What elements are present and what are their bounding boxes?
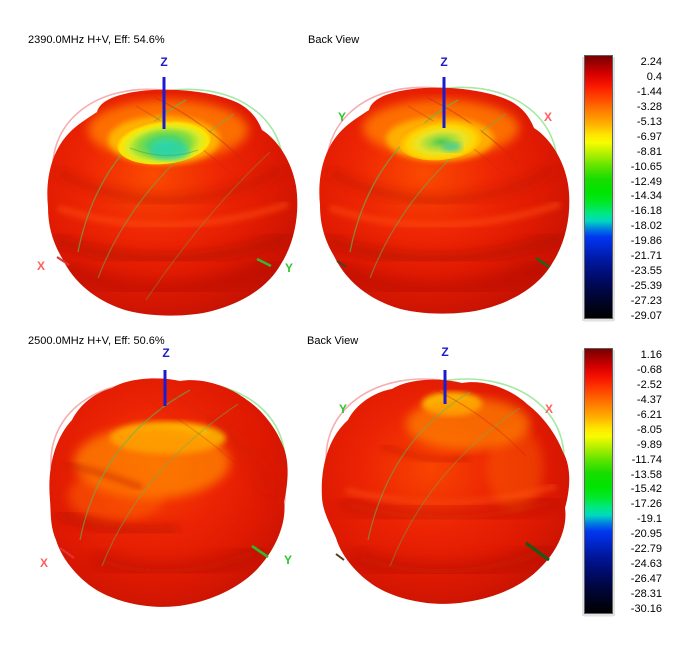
colorbar-tick-label: -23.55 — [630, 265, 662, 278]
colorbar-tick-label: 2.24 — [640, 56, 662, 68]
pattern-3d-plot-bottom-right[interactable]: Z Y X — [300, 340, 580, 640]
y-axis-tick — [251, 544, 269, 559]
surface-shading — [338, 389, 562, 577]
colorbar-tick-labels-top: 2.24 0.4 -1.44 -3.28 -5.13 -6.97 -8.81 -10.65 -1… — [614, 56, 662, 322]
y-axis-tick — [336, 260, 347, 268]
colorbar-tick-label: -13.58 — [630, 468, 662, 481]
axis-x-label: X — [40, 556, 48, 570]
axis-y-label: Y — [284, 553, 292, 567]
colorbar-tick-label: -16.18 — [630, 205, 662, 218]
colorbar-tick-label: -20.95 — [630, 528, 662, 541]
plot-title-top-left: 2390.0MHz H+V, Eff: 54.6% — [28, 34, 165, 46]
colorbar-tick-label: -19.1 — [636, 513, 662, 526]
colorbar-tick-label: -27.23 — [630, 295, 662, 307]
axis-x-label: X — [545, 402, 553, 416]
colorbar-tick-label: -17.26 — [630, 498, 662, 511]
colorbar-tick-label: -4.37 — [636, 393, 662, 406]
colorbar-tick-label: -6.97 — [636, 130, 662, 143]
colorbar-tick-label: 1.16 — [640, 349, 662, 361]
colorbar-tick-label: -6.21 — [636, 408, 662, 421]
axis-y-label: Y — [339, 402, 347, 416]
axis-y-label: Y — [338, 110, 346, 124]
plot-title-bottom-right: Back View — [307, 335, 359, 347]
x-axis-tick — [56, 256, 70, 266]
z-null-crater — [399, 119, 483, 161]
colorbar-tick-label: -1.44 — [636, 85, 662, 98]
colorbar-gradient-bottom — [584, 348, 613, 614]
colorbar-tick-label: -25.39 — [630, 280, 662, 293]
colorbar-tick-label: -9.89 — [636, 438, 662, 451]
pattern-3d-plot-bottom-left[interactable]: Z X Y — [0, 340, 320, 640]
colorbar-tick-label: -14.34 — [630, 190, 662, 203]
pattern-3d-plot-top-left[interactable]: Z X Y — [0, 50, 320, 340]
colorbar-tick-labels-bottom: 1.16 -0.68 -2.52 -4.37 -6.21 -8.05 -9.89 -11.74… — [614, 349, 662, 615]
colorbar-tick-label: -3.28 — [636, 100, 662, 113]
colorbar-tick-label: -21.71 — [630, 250, 662, 263]
x-axis-tick — [525, 541, 550, 562]
axis-z-label: Z — [441, 345, 448, 359]
colorbar-tick-label: -26.47 — [630, 573, 662, 586]
colorbar-tick-label: -5.13 — [636, 115, 662, 128]
axis-x-label: X — [37, 259, 45, 273]
colorbar-tick-label: -28.31 — [630, 588, 662, 600]
colorbar-tick-label: -22.79 — [630, 543, 662, 556]
colorbar-tick-label: -8.05 — [636, 423, 662, 436]
y-axis-tick — [335, 553, 345, 561]
x-axis-tick — [535, 257, 550, 268]
colorbar-tick-label: -15.42 — [630, 483, 662, 496]
colorbar-tick-label: -29.07 — [630, 309, 662, 322]
colorbar-tick-label: -30.16 — [630, 602, 662, 615]
colorbar-gradient-top — [584, 55, 613, 319]
colorbar-tick-label: -10.65 — [630, 160, 662, 173]
colorbar-tick-label: -2.52 — [636, 378, 662, 391]
axis-z-label: Z — [162, 346, 169, 360]
colorbar-tick-label: -19.86 — [630, 235, 662, 248]
x-axis-tick — [59, 547, 75, 559]
plot-title-top-right: Back View — [308, 34, 360, 46]
axis-x-label: X — [544, 110, 552, 124]
colorbar-tick-label: -12.49 — [630, 175, 662, 188]
colorbar-tick-label: 0.4 — [646, 70, 662, 83]
colorbar-tick-label: -0.68 — [636, 363, 662, 376]
axis-z-label: Z — [160, 55, 167, 69]
colorbar-tick-label: -11.74 — [631, 453, 662, 466]
axis-z-label: Z — [440, 55, 447, 69]
y-axis-tick — [256, 257, 272, 268]
plot-title-bottom-left: 2500.0MHz H+V, Eff: 50.6% — [28, 335, 165, 347]
colorbar-tick-label: -24.63 — [630, 558, 662, 571]
colorbar-tick-label: -18.02 — [630, 220, 662, 233]
axis-y-label: Y — [285, 261, 293, 275]
z-null-crater — [117, 119, 211, 165]
pattern-3d-plot-top-right[interactable]: Z Y X — [300, 50, 580, 340]
surface-shading — [56, 387, 277, 577]
colorbar-tick-label: -8.81 — [636, 145, 662, 158]
